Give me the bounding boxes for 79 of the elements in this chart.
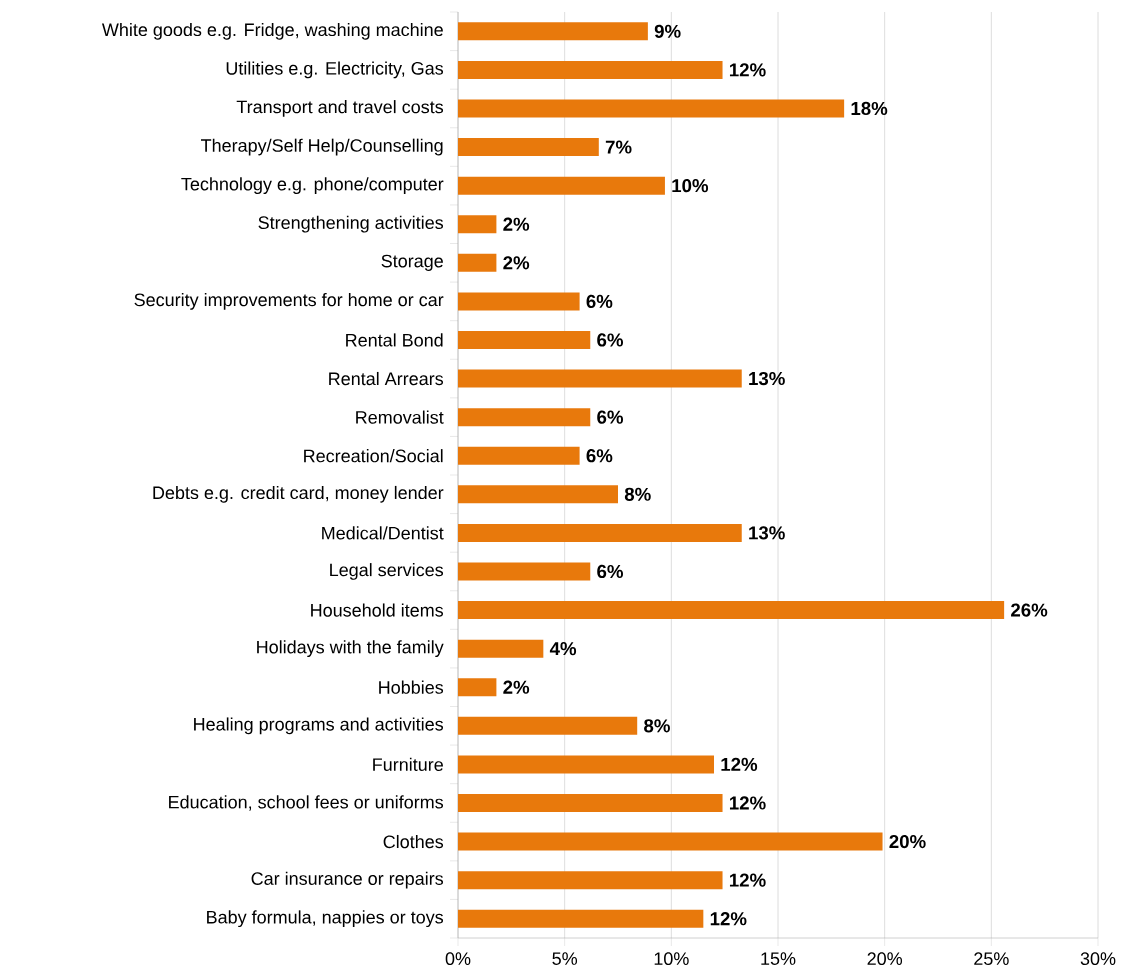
data-label: 26%	[1011, 603, 1048, 617]
bar	[458, 716, 638, 735]
x-tick-label: 20%	[867, 952, 903, 966]
y-tick-label: Debts e.g. credit card, money lender	[153, 485, 444, 503]
y-tick-label: Removalist	[356, 410, 444, 424]
data-label: 9%	[654, 24, 681, 38]
y-tick-label: Healing programs and activities	[194, 717, 444, 735]
y-tick-label: Technology e.g. phone/computer	[181, 177, 444, 195]
y-tick-label: Furniture	[373, 757, 443, 771]
x-tick-label: 5%	[552, 952, 578, 965]
y-tick-label: Utilities e.g. Electricity, Gas	[226, 61, 444, 79]
y-tick-label: Rental Arrears	[329, 371, 444, 386]
data-label: 6%	[586, 294, 613, 308]
data-label: 13%	[749, 526, 785, 540]
bar	[458, 639, 544, 658]
bar	[458, 369, 742, 388]
y-tick-label: Baby formula, nappies or toys	[207, 910, 444, 928]
bar	[458, 292, 580, 311]
bar	[458, 215, 497, 234]
y-tick-label: Storage	[381, 254, 443, 271]
data-label: 12%	[721, 757, 758, 771]
data-label: 6%	[597, 564, 624, 579]
bar	[458, 909, 704, 928]
data-label: 13%	[749, 371, 785, 386]
bar	[458, 99, 845, 118]
x-tick-label: 30%	[1080, 952, 1116, 966]
y-tick-label: Strengthening activities	[258, 215, 444, 233]
data-label: 12%	[710, 912, 747, 926]
bar	[458, 408, 591, 427]
y-tick-label: Medical/Dentist	[322, 526, 444, 540]
y-tick-label: Therapy/Self Help/Counselling	[201, 138, 443, 156]
bar	[458, 832, 883, 851]
bar	[458, 523, 742, 542]
data-label: 12%	[729, 796, 766, 810]
bar	[458, 871, 723, 890]
data-label: 10%	[672, 179, 709, 193]
data-label: 20%	[889, 834, 926, 849]
data-label: 6%	[597, 410, 624, 424]
data-label: 6%	[597, 333, 624, 347]
y-tick-label: Security improvements for home or car	[134, 292, 444, 310]
bar	[458, 330, 591, 349]
data-label: 2%	[503, 256, 530, 270]
bar	[458, 446, 580, 465]
bar	[458, 562, 591, 581]
bar	[458, 485, 618, 504]
data-label: 8%	[644, 719, 670, 733]
x-tick-label: 10%	[654, 952, 689, 966]
x-tick-label: 15%	[761, 952, 796, 965]
y-tick-label: Car insurance or repairs	[251, 871, 444, 889]
bar	[458, 253, 497, 272]
y-tick-label: Transport and travel costs	[236, 100, 444, 117]
data-label: 4%	[549, 642, 577, 656]
data-label: 2%	[503, 217, 530, 231]
x-tick-label: 25%	[974, 952, 1009, 966]
bar	[458, 755, 715, 774]
y-tick-label: Education, school fees or uniforms	[169, 795, 444, 811]
data-label: 2%	[503, 680, 530, 694]
y-tick-label: Recreation/Social	[304, 449, 443, 463]
y-tick-label: Hobbies	[379, 680, 444, 694]
bar	[458, 22, 648, 41]
bar	[458, 176, 665, 195]
y-tick-label: Holidays with the family	[257, 640, 444, 658]
bar	[458, 793, 723, 812]
bar	[458, 60, 723, 79]
data-label: 6%	[586, 449, 613, 463]
bar	[458, 678, 497, 697]
y-tick-label: Clothes	[383, 834, 444, 849]
y-tick-label: White goods e.g. Fridge, washing machine	[101, 22, 443, 40]
x-tick-label: 0%	[445, 952, 471, 966]
data-label: 12%	[729, 63, 766, 77]
bar	[458, 601, 1005, 620]
bar	[458, 138, 599, 157]
data-label: 18%	[851, 101, 888, 116]
data-label: 12%	[729, 873, 766, 887]
y-tick-label: Rental Bond	[346, 333, 443, 347]
y-tick-label: Household items	[311, 603, 444, 617]
y-tick-label: Legal services	[330, 563, 444, 580]
data-label: 7%	[605, 140, 632, 154]
data-label: 8%	[624, 487, 651, 501]
